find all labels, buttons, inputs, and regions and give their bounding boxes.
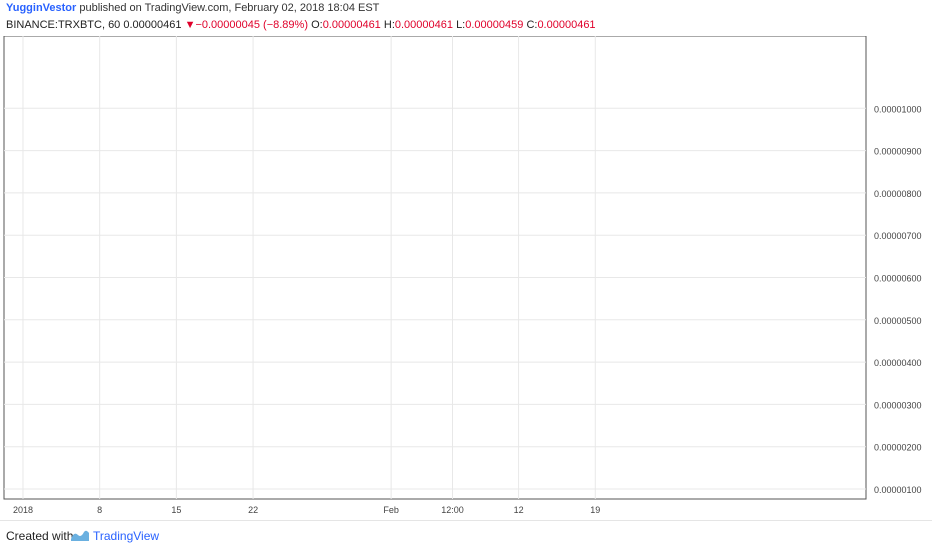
x-tick-label: 15 bbox=[171, 505, 181, 515]
low-label: L: bbox=[456, 19, 466, 31]
chart-header: YugginVestor published on TradingView.co… bbox=[0, 0, 932, 36]
symbol-label[interactable]: BINANCE:TRXBTC, 60 bbox=[6, 19, 121, 31]
last-price: 0.00000461 bbox=[123, 19, 182, 31]
published-text: published on TradingView.com, February 0… bbox=[76, 2, 380, 14]
x-tick-label: Feb bbox=[383, 505, 399, 515]
open-label: O: bbox=[311, 19, 323, 31]
x-tick-label: 12 bbox=[514, 505, 524, 515]
tradingview-logo-icon[interactable] bbox=[70, 529, 90, 543]
created-with-text: Created with bbox=[6, 529, 74, 543]
down-arrow-icon: ▼ bbox=[184, 19, 196, 31]
price-change: −0.00000045 (−8.89%) bbox=[195, 19, 308, 31]
plot-frame bbox=[3, 35, 867, 500]
y-tick-label: 0.00000100 bbox=[874, 485, 922, 495]
y-tick-label: 0.00000300 bbox=[874, 400, 922, 410]
high-label: H: bbox=[383, 19, 395, 31]
low-value: 0.00000459 bbox=[465, 19, 524, 31]
close-value: 0.00000461 bbox=[537, 19, 596, 31]
x-tick-label: 19 bbox=[590, 505, 600, 515]
y-tick-label: 0.00000700 bbox=[874, 231, 922, 241]
y-tick-label: 0.00000500 bbox=[874, 316, 922, 326]
y-tick-label: 0.00000600 bbox=[874, 274, 922, 284]
footer: Created with TradingView bbox=[0, 520, 932, 551]
publish-info: YugginVestor published on TradingView.co… bbox=[6, 2, 379, 14]
ohlc-legend: BINANCE:TRXBTC, 60 0.00000461 ▼−0.000000… bbox=[6, 19, 596, 31]
x-tick-label: 22 bbox=[248, 505, 258, 515]
author-link[interactable]: YugginVestor bbox=[6, 2, 77, 14]
chart-area[interactable]: 0.00000100 0.00000200 0.00000300 0.00000400… bbox=[0, 35, 932, 516]
tradingview-brand-link[interactable]: TradingView bbox=[93, 529, 160, 543]
x-tick-label: 8 bbox=[97, 505, 102, 515]
y-tick-label: 0.00000800 bbox=[874, 189, 922, 199]
y-tick-label: 0.00000900 bbox=[874, 147, 922, 157]
y-tick-label: 0.00000200 bbox=[874, 443, 922, 453]
price-chart[interactable]: 0.00000100 0.00000200 0.00000300 0.00000400… bbox=[0, 35, 932, 516]
x-tick-label: 12:00 bbox=[441, 505, 464, 515]
close-label: C: bbox=[526, 19, 538, 31]
x-tick-label: 2018 bbox=[13, 505, 33, 515]
y-tick-label: 0.00001000 bbox=[874, 104, 922, 114]
y-tick-label: 0.00000400 bbox=[874, 358, 922, 368]
open-value: 0.00000461 bbox=[322, 19, 381, 31]
high-value: 0.00000461 bbox=[394, 19, 453, 31]
